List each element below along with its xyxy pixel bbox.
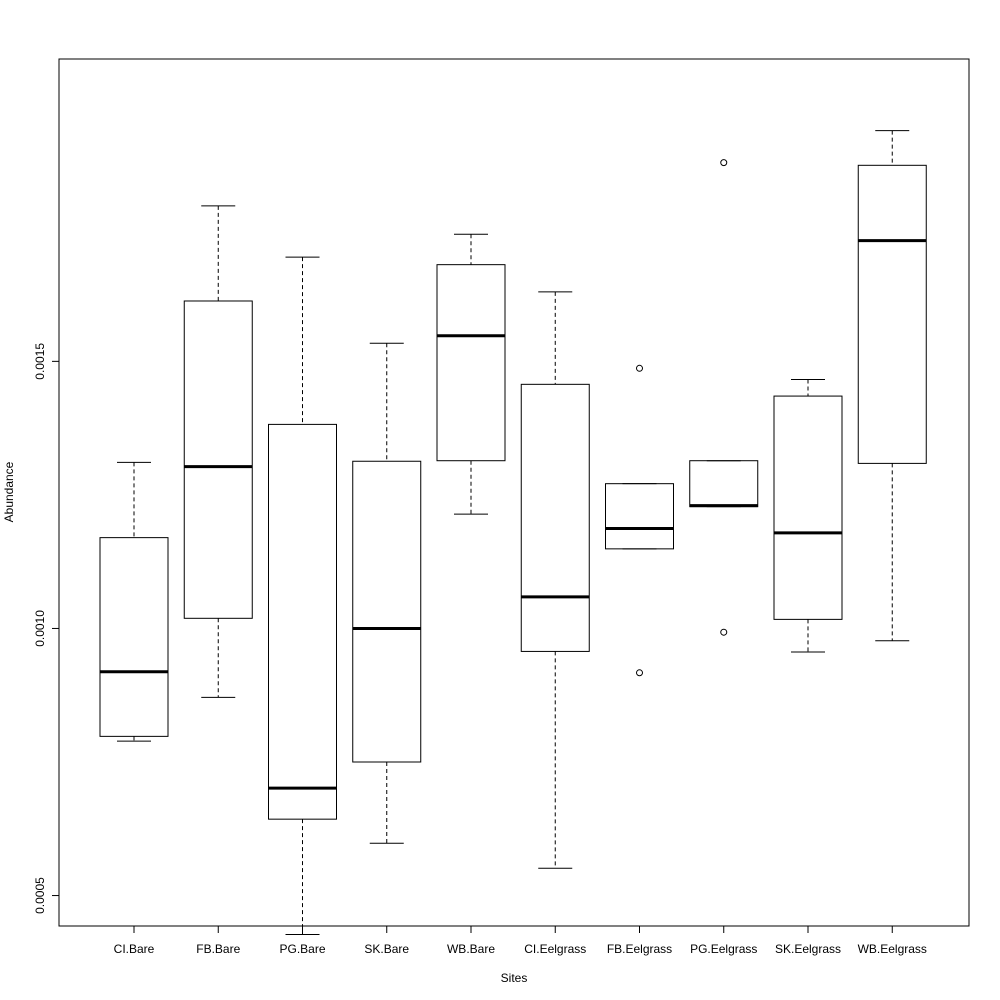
- y-tick-label: 0.0015: [33, 343, 47, 380]
- box-group-fb-bare: [183, 205, 253, 698]
- box-iqr: [99, 537, 169, 737]
- y-axis: 0.0005 0.0010 0.0015: [33, 343, 59, 914]
- box-iqr: [183, 300, 253, 619]
- x-tick-label: PG.Bare: [279, 942, 325, 956]
- x-tick-label: FB.Eelgrass: [607, 942, 672, 956]
- x-axis: CI.Bare FB.Bare PG.Bare SK.Bare WB.Bare CI.Ee…: [114, 926, 927, 956]
- box-group-pg-bare: [268, 256, 337, 936]
- x-axis-label: Sites: [501, 971, 528, 985]
- box-iqr: [268, 423, 337, 820]
- box-iqr: [689, 460, 759, 508]
- boxes-layer: [99, 130, 927, 936]
- x-tick-label: WB.Eelgrass: [858, 942, 927, 956]
- y-tick-label: 0.0010: [33, 610, 47, 647]
- box-group-sk-eelgrass: [773, 379, 843, 653]
- box-group-wb-eelgrass: [857, 130, 927, 642]
- box-group-sk-bare: [352, 342, 422, 844]
- box-group-ci-eelgrass: [520, 291, 590, 869]
- box-iqr: [773, 395, 843, 620]
- box-group-pg-eelgrass: [689, 159, 759, 636]
- box-iqr: [520, 383, 590, 652]
- x-tick-label: SK.Eelgrass: [775, 942, 841, 956]
- box-iqr: [605, 483, 674, 550]
- x-tick-label: FB.Bare: [196, 942, 240, 956]
- box-iqr: [857, 164, 927, 464]
- y-axis-label: Abundance: [2, 461, 16, 522]
- x-tick-label: CI.Eelgrass: [524, 942, 586, 956]
- outlier-point: [720, 159, 728, 167]
- x-tick-label: WB.Bare: [447, 942, 495, 956]
- box-iqr: [352, 460, 422, 763]
- box-group-wb-bare: [436, 233, 506, 515]
- y-tick-label: 0.0005: [33, 877, 47, 914]
- outlier-point: [636, 669, 643, 677]
- box-iqr: [436, 264, 506, 462]
- x-tick-label: PG.Eelgrass: [690, 942, 757, 956]
- x-tick-label: SK.Bare: [364, 942, 409, 956]
- outlier-point: [720, 628, 728, 636]
- box-group-fb-eelgrass: [605, 364, 674, 677]
- box-group-ci-bare: [99, 461, 169, 742]
- x-tick-label: CI.Bare: [114, 942, 155, 956]
- outlier-point: [636, 364, 643, 372]
- plot-frame: [58, 58, 970, 927]
